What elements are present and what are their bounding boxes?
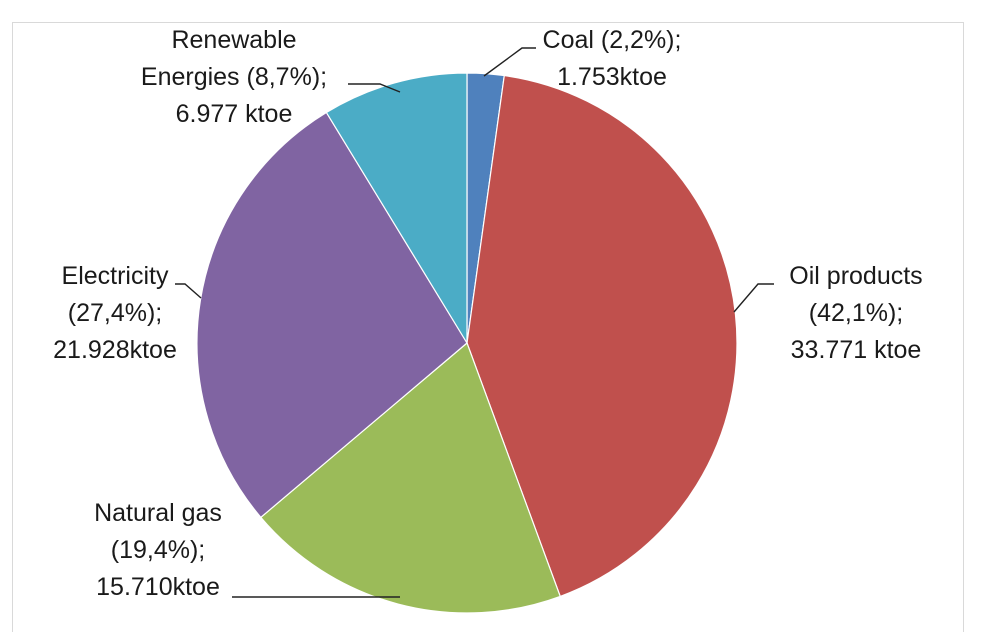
data-label-electricity-line-2: (27,4%); (68, 299, 162, 327)
data-label-renewable-energies-line-3: 6.977 ktoe (176, 100, 293, 128)
data-label-oil-products-line-1: Oil products (789, 262, 922, 290)
data-label-coal-line-2: 1.753ktoe (557, 63, 667, 91)
leader-line-oil-products (733, 283, 774, 313)
data-label-oil-products-line-3: 33.771 ktoe (791, 336, 922, 364)
pie-slice-renewable-energies (325, 72, 468, 346)
data-label-renewable-energies-line-2: Energies (8,7%); (141, 63, 327, 91)
data-label-natural-gas-line-2: (19,4%); (111, 536, 205, 564)
data-label-coal-line-1: Coal (2,2%); (543, 26, 682, 54)
data-label-natural-gas-line-1: Natural gas (94, 499, 222, 527)
data-label-natural-gas-line-3: 15.710ktoe (96, 573, 220, 601)
data-label-renewable-energies-line-1: Renewable (171, 26, 296, 54)
pie-slice-electricity (196, 111, 468, 519)
data-label-electricity-line-1: Electricity (62, 262, 169, 290)
leader-line-renewable-energies (348, 83, 401, 93)
data-label-electricity-line-3: 21.928ktoe (53, 336, 177, 364)
pie-slice-natural-gas (259, 341, 562, 614)
pie-slice-oil-products (466, 74, 738, 598)
leader-line-coal (483, 47, 536, 77)
leader-line-electricity (175, 283, 202, 299)
data-label-oil-products-line-2: (42,1%); (809, 299, 903, 327)
